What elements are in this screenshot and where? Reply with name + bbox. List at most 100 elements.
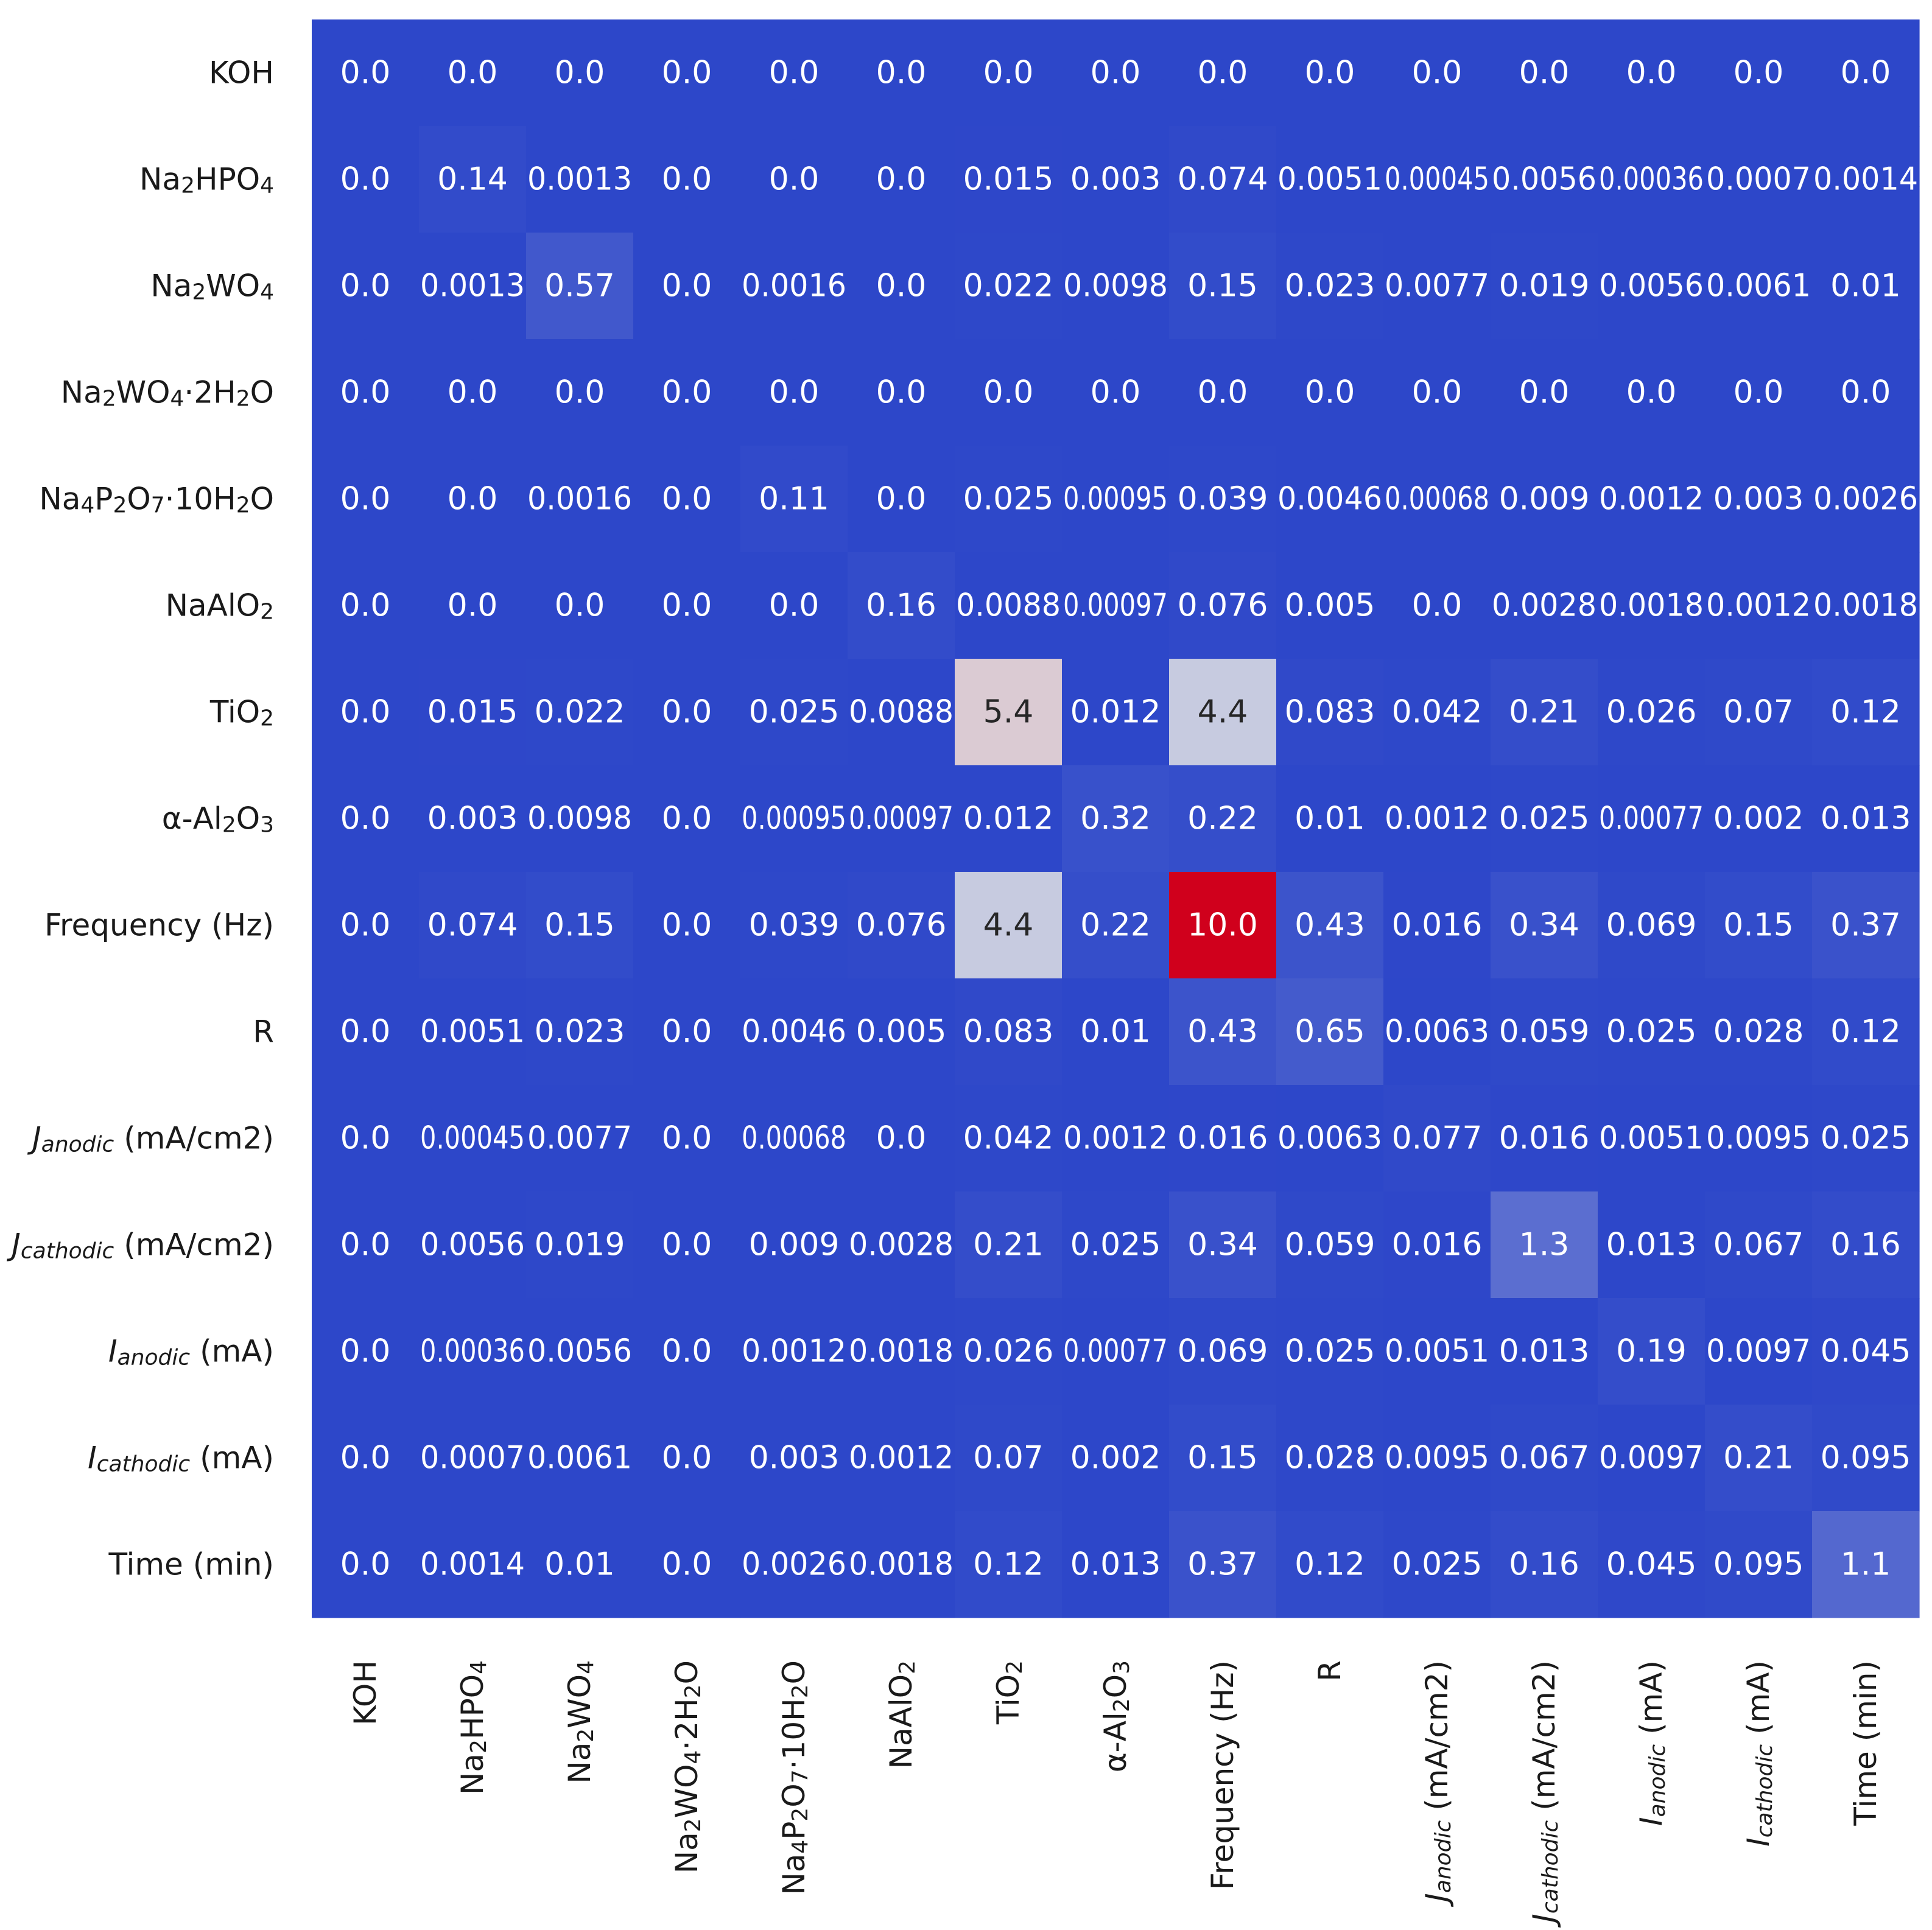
cell-value-label: 0.0 <box>662 374 712 411</box>
heatmap-cell <box>955 19 1063 127</box>
heatmap-cell <box>955 126 1063 233</box>
cell-value-label: 0.00077 <box>1599 801 1704 837</box>
heatmap-cell <box>526 446 634 553</box>
heatmap-cell <box>1598 1191 1705 1299</box>
heatmap-cell <box>312 1511 420 1618</box>
heatmap-cell <box>633 1405 741 1512</box>
cell-value-label: 0.0 <box>340 268 391 304</box>
heatmap-cells: 0.0 0.0 0.0 0.0 0.0 0.0 0.0 0.0 0.0 0.0 0.0 0.0 0.0 0… <box>312 19 1920 1618</box>
heatmap-cell <box>1491 1511 1598 1618</box>
cell-value-label: 0.0077 <box>527 1120 632 1157</box>
cell-value-label: 0.0 <box>1841 55 1891 91</box>
cell-value-label: 0.21 <box>973 1227 1044 1263</box>
heatmap-cell <box>848 765 955 872</box>
heatmap-cell <box>1491 19 1598 127</box>
cell-value-label: 0.0 <box>1734 55 1784 91</box>
heatmap-cell <box>1491 552 1598 659</box>
y-tick-label: Na4P2O7·10H2O <box>39 482 274 518</box>
heatmap-cell <box>1598 1085 1705 1192</box>
heatmap-cell <box>848 126 955 233</box>
heatmap-cell <box>1276 126 1384 233</box>
cell-value-label: 0.07 <box>973 1440 1044 1476</box>
heatmap-cell <box>1383 659 1491 766</box>
cell-value-label: 0.0051 <box>1385 1333 1489 1370</box>
heatmap-cell <box>848 446 955 553</box>
heatmap-cell <box>526 765 634 872</box>
heatmap-cell <box>1491 126 1598 233</box>
y-axis-labels: KOH Na2HPO4 Na2WO4 Na2WO4·2H2O Na4P2O7·10H2O… <box>6 55 274 1582</box>
heatmap-cell <box>419 1405 527 1512</box>
x-tick-label: α-Al2O3 <box>1098 1660 1134 1772</box>
heatmap-cell <box>1276 872 1384 979</box>
heatmap-cell <box>955 446 1063 553</box>
heatmap-cell <box>1598 339 1705 446</box>
cell-value-label: 0.0097 <box>1706 1333 1811 1370</box>
y-tick-label: Time (min) <box>108 1547 274 1582</box>
heatmap-cell <box>1491 978 1598 1086</box>
x-axis-labels: KOH Na2HPO4 Na2WO4 Na2WO4·2H2O Na4P2O7·10H2O… <box>348 1660 1883 1928</box>
x-tick-label: Na2WO4 <box>562 1660 599 1784</box>
cell-value-label: 0.0 <box>1412 55 1463 91</box>
y-tick-label: Ianodic (mA) <box>108 1334 274 1370</box>
cell-value-label: 0.0 <box>340 161 391 198</box>
cell-value-label: 0.042 <box>1392 694 1483 731</box>
heatmap-cell <box>1491 1085 1598 1192</box>
cell-value-label: 0.059 <box>1499 1014 1590 1050</box>
heatmap-cell <box>1705 978 1813 1086</box>
heatmap-cell <box>526 233 634 340</box>
cell-value-label: 0.002 <box>1713 801 1804 837</box>
heatmap-cell <box>312 1298 420 1405</box>
heatmap-cell <box>419 659 527 766</box>
cell-value-label: 0.0 <box>340 1546 391 1583</box>
cell-value-label: 0.074 <box>427 907 518 944</box>
cell-value-label: 0.076 <box>1178 588 1268 624</box>
heatmap-cell <box>740 446 848 553</box>
cell-value-label: 0.15 <box>544 907 615 944</box>
cell-value-label: 0.025 <box>749 694 840 731</box>
cell-value-label: 0.045 <box>1606 1546 1697 1583</box>
heatmap-cell <box>1169 1298 1277 1405</box>
cell-value-label: 0.12 <box>1830 1014 1901 1050</box>
heatmap-cell <box>1491 446 1598 553</box>
heatmap-cell <box>1276 765 1384 872</box>
heatmap-cell <box>1169 1191 1277 1299</box>
heatmap-cell <box>419 1191 527 1299</box>
heatmap-cell <box>526 552 634 659</box>
heatmap-cell <box>1276 1191 1384 1299</box>
cell-value-label: 0.0018 <box>1599 588 1704 624</box>
cell-value-label: 0.19 <box>1616 1333 1687 1370</box>
heatmap-cell <box>526 1405 634 1512</box>
heatmap-cell <box>740 1191 848 1299</box>
heatmap-cell <box>1276 1298 1384 1405</box>
cell-value-label: 0.016 <box>1392 1227 1483 1263</box>
heatmap-cell <box>1491 233 1598 340</box>
heatmap-cell <box>848 1085 955 1192</box>
cell-value-label: 0.0 <box>662 55 712 91</box>
cell-value-label: 0.0012 <box>1706 588 1811 624</box>
heatmap-cell <box>1705 765 1813 872</box>
cell-value-label: 0.0026 <box>742 1546 846 1583</box>
heatmap-cell <box>633 339 741 446</box>
heatmap-cell <box>1812 552 1920 659</box>
cell-value-label: 0.0 <box>1412 374 1463 411</box>
cell-value-label: 0.025 <box>1285 1333 1375 1370</box>
cell-value-label: 0.067 <box>1713 1227 1804 1263</box>
x-tick-label: KOH <box>348 1660 383 1725</box>
cell-value-label: 0.15 <box>1723 907 1794 944</box>
heatmap-cell <box>1062 552 1170 659</box>
heatmap-cell <box>1276 19 1384 127</box>
heatmap-cell <box>633 1298 741 1405</box>
heatmap-cell <box>1062 1191 1170 1299</box>
y-tick-label: KOH <box>209 55 274 91</box>
heatmap-cell <box>1491 1298 1598 1405</box>
cell-value-label: 0.0 <box>769 161 820 198</box>
cell-value-label: 0.00095 <box>742 801 846 837</box>
x-tick-label: Time (min) <box>1848 1660 1883 1826</box>
cell-value-label: 0.0 <box>662 1546 712 1583</box>
cell-value-label: 0.0046 <box>1277 481 1382 518</box>
cell-value-label: 0.0 <box>555 55 605 91</box>
heatmap-cell <box>1383 872 1491 979</box>
cell-value-label: 0.00095 <box>1063 481 1168 518</box>
cell-value-label: 0.15 <box>1187 268 1258 304</box>
cell-value-label: 0.21 <box>1509 694 1579 731</box>
